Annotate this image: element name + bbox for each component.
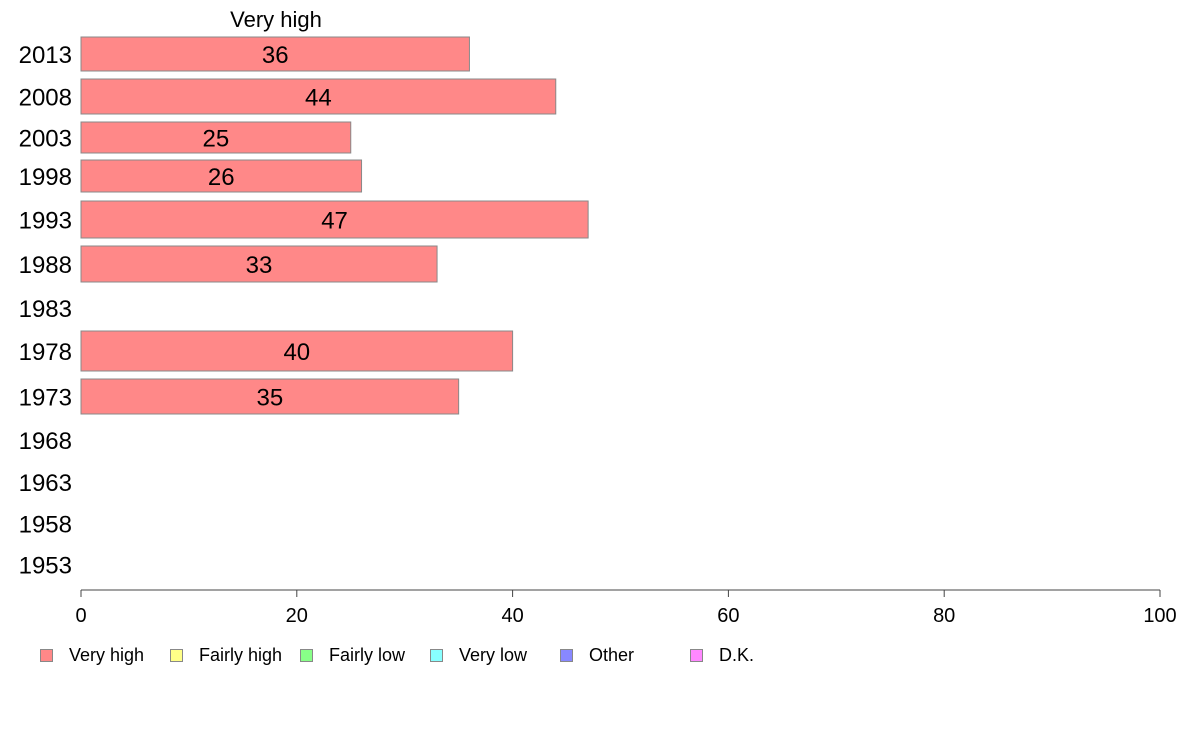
data-label: 36 [262, 42, 289, 69]
bar [80, 78, 557, 115]
bar [80, 245, 438, 283]
y-tick-label: 2008 [19, 85, 72, 112]
bar [80, 200, 589, 239]
y-tick-label: 1968 [19, 428, 72, 455]
y-axis-ticks: 2013 2008 2003 1998 1993 1988 1983 1978 1973 1968… [19, 42, 72, 580]
y-tick-label: 2003 [19, 126, 72, 153]
bar [80, 159, 363, 193]
x-tick-label: 40 [501, 605, 523, 627]
data-label: 44 [305, 85, 332, 112]
y-tick-label: 1988 [19, 252, 72, 279]
legend-label: Very low [459, 645, 528, 665]
y-tick-label: 1953 [19, 553, 72, 580]
chart-title: Very high [230, 7, 322, 32]
x-tick-label: 60 [717, 605, 739, 627]
y-tick-label: 1973 [19, 385, 72, 412]
bar [80, 378, 460, 415]
x-tick-label: 20 [286, 605, 308, 627]
legend-item: Fairly low [300, 645, 405, 666]
legend-swatch [170, 649, 183, 662]
legend-item: Fairly high [170, 645, 282, 666]
data-label: 40 [283, 339, 310, 366]
legend-item: Other [560, 645, 634, 666]
y-tick-label: 1978 [19, 339, 72, 366]
y-tick-label: 1998 [19, 164, 72, 191]
data-label: 47 [321, 208, 348, 235]
bar [80, 121, 352, 154]
legend-swatch [560, 649, 573, 662]
y-tick-label: 1983 [19, 296, 72, 323]
legend-label: Very high [69, 645, 145, 665]
y-tick-label: 1963 [19, 470, 72, 497]
legend-swatch [300, 649, 313, 662]
x-axis-ticks: 0 20 40 60 80 100 [75, 590, 1177, 627]
legend-label: Fairly low [329, 645, 406, 665]
y-tick-label: 1993 [19, 208, 72, 235]
data-label: 25 [203, 126, 230, 153]
x-tick-label: 100 [1143, 605, 1176, 627]
legend-item: Very high [40, 645, 144, 666]
legend-label: D.K. [719, 645, 755, 665]
legend-swatch [430, 649, 443, 662]
y-tick-label: 2013 [19, 42, 72, 69]
legend-item: Very low [430, 645, 527, 666]
data-label: 26 [208, 164, 235, 191]
bar [80, 36, 470, 72]
legend-item: D.K. [690, 645, 754, 666]
legend-label: Other [589, 645, 635, 665]
data-label: 35 [256, 385, 283, 412]
legend-swatch [690, 649, 703, 662]
x-tick-label: 80 [933, 605, 955, 627]
legend-label: Fairly high [199, 645, 283, 665]
y-tick-label: 1958 [19, 512, 72, 539]
bar [80, 330, 514, 372]
legend-swatch [40, 649, 53, 662]
x-tick-label: 0 [75, 605, 86, 627]
data-label: 33 [246, 252, 273, 279]
